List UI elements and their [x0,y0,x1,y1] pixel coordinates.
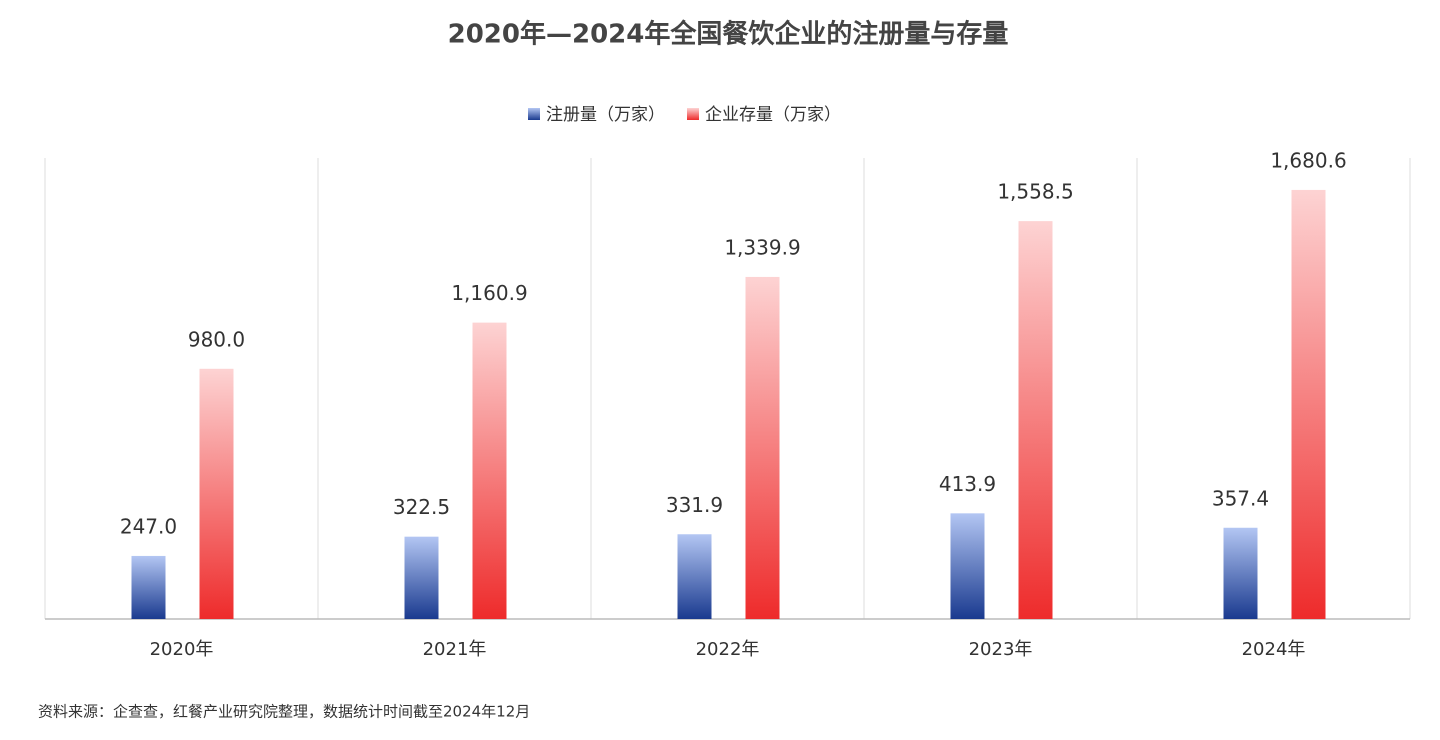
legend-swatch [528,108,540,120]
bar [404,536,439,619]
bar [1291,189,1326,620]
source-note: 资料来源：企查查，红餐产业研究院整理，数据统计时间截至2024年12月 [38,703,530,721]
x-tick-label: 2021年 [423,639,487,660]
x-tick-label: 2023年 [969,639,1033,660]
data-label: 322.5 [393,495,450,519]
bar [1223,527,1258,619]
chart-title: 2020年—2024年全国餐饮企业的注册量与存量 [448,19,1009,50]
data-label: 357.4 [1212,486,1269,510]
data-label: 1,558.5 [997,180,1073,204]
x-tick-label: 2022年 [696,639,760,660]
bar [950,513,985,619]
data-label: 1,680.6 [1270,148,1346,172]
data-label: 413.9 [939,472,996,496]
x-tick-label: 2024年 [1242,639,1306,660]
legend-label: 注册量（万家） [546,105,665,125]
data-label: 1,160.9 [451,281,527,305]
x-tick-label: 2020年 [150,639,214,660]
bar [677,534,712,619]
legend-swatch [687,108,699,120]
data-label: 980.0 [188,327,245,351]
bar [745,276,780,619]
bar [131,555,166,619]
bar [472,322,507,619]
data-label: 331.9 [666,493,723,517]
legend-label: 企业存量（万家） [705,105,841,125]
bar [199,368,234,619]
data-label: 247.0 [120,514,177,538]
data-label: 1,339.9 [724,235,800,259]
bar [1018,221,1053,620]
